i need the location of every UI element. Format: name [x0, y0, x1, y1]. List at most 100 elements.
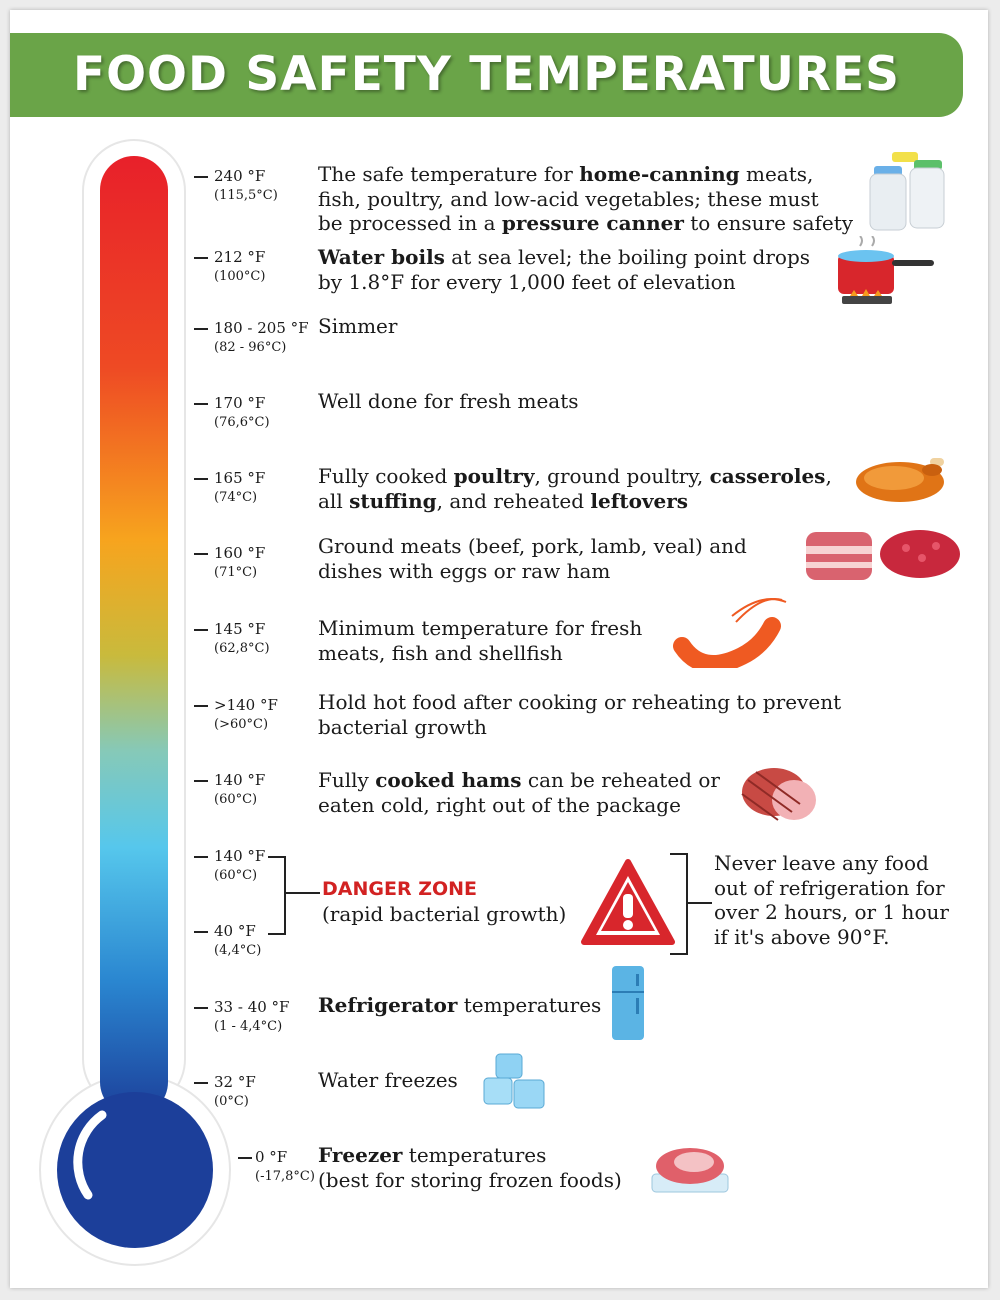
text: temperatures	[402, 1143, 547, 1167]
bold-text: leftovers	[590, 488, 689, 513]
entry-description: Simmer	[318, 314, 397, 339]
bold-text: Freezer	[318, 1143, 403, 1167]
danger-zone-subtitle: (rapid bacterial growth)	[322, 902, 567, 926]
description-line: fish, poultry, and low-acid vegetables; …	[318, 187, 853, 212]
page-title: FOOD SAFETY TEMPERATURES	[72, 47, 901, 102]
temp-label: 32 °F (0°C)	[214, 1073, 256, 1109]
text: Well done for fresh meats	[318, 389, 579, 413]
bold-text: poultry	[453, 464, 535, 488]
entry-description: Hold hot food after cooking or reheating…	[318, 690, 841, 739]
description-line: Water boils at sea level; the boiling po…	[318, 245, 810, 270]
description-line: The safe temperature for home-canning me…	[318, 162, 853, 187]
description-line: Fully cooked hams can be reheated or	[318, 768, 720, 793]
canning-jars-icon	[869, 152, 945, 231]
bold-text: pressure canner	[501, 211, 684, 235]
text: The safe temperature for	[318, 162, 580, 186]
bold-text: cooked hams	[375, 768, 522, 792]
description-line: Freezer temperatures	[318, 1143, 622, 1168]
text: Simmer	[318, 314, 398, 338]
temp-label: 145 °F (62,8°C)	[214, 620, 270, 656]
ham-icon	[741, 768, 816, 821]
bold-text: casseroles	[709, 464, 826, 488]
title-banner: FOOD SAFETY TEMPERATURES	[10, 33, 963, 117]
danger-lower-label: 40 °F (4,4°C)	[214, 922, 262, 958]
bold-text: Refrigerator	[318, 993, 458, 1017]
text: Fully cooked	[318, 464, 454, 488]
danger-zone-label: DANGER ZONE	[322, 878, 478, 900]
shrimp-icon	[673, 598, 787, 668]
text: meats, fish and shellfish	[318, 640, 563, 665]
temp-label: 240 °F (115,5°C)	[214, 167, 278, 203]
bold-text: stuffing	[349, 488, 437, 513]
description-line: be processed in a pressure canner to ens…	[318, 211, 853, 236]
text: (best for storing frozen foods)	[318, 1167, 622, 1192]
text: by 1.8°F for every 1,000 feet of elevati…	[318, 269, 736, 294]
temp-label: 180 - 205 °F (82 - 96°C)	[214, 319, 309, 355]
temp-label: 33 - 40 °F (1 - 4,4°C)	[214, 998, 290, 1034]
entry-description: Fully cooked poultry, ground poultry, ca…	[318, 464, 832, 513]
text: Ground meats (beef, pork, lamb, veal) an…	[318, 534, 747, 558]
ice-cubes-icon	[483, 1053, 545, 1109]
text: Minimum temperature for fresh	[318, 616, 643, 640]
warning-triangle-icon	[581, 859, 675, 945]
text: temperatures	[457, 993, 602, 1017]
text: can be reheated or	[521, 768, 720, 792]
temp-label: 140 °F (60°C)	[214, 771, 266, 807]
temp-label: 212 °F (100°C)	[214, 248, 266, 284]
description-line: Water freezes	[318, 1068, 458, 1093]
description-line: Hold hot food after cooking or reheating…	[318, 690, 841, 715]
entry-description: Refrigerator temperatures	[318, 993, 601, 1018]
temp-label: 0 °F (-17,8°C)	[255, 1148, 315, 1184]
thermometer-bulb	[57, 1092, 213, 1248]
entry-description: The safe temperature for home-canning me…	[318, 162, 853, 236]
danger-upper-label: 140 °F (60°C)	[214, 847, 266, 883]
text: all	[318, 488, 350, 513]
frozen-meat-icon	[651, 1148, 729, 1193]
description-line: Well done for fresh meats	[318, 389, 579, 414]
danger-bracket-right	[670, 853, 688, 955]
entry-description: Freezer temperatures (best for storing fr…	[318, 1143, 622, 1192]
danger-zone-note: Never leave any food out of refrigeratio…	[714, 851, 949, 949]
entry-description: Minimum temperature for fresh meats, fish…	[318, 616, 642, 665]
text: , ground poultry,	[534, 464, 710, 488]
entry-description: Water freezes	[318, 1068, 458, 1093]
refrigerator-icon	[612, 966, 644, 1040]
temp-label: 170 °F (76,6°C)	[214, 394, 270, 430]
temp-label: 165 °F (74°C)	[214, 469, 266, 505]
text: eaten cold, right out of the package	[318, 792, 681, 817]
text: , and reheated	[436, 488, 591, 513]
entry-description: Water boils at sea level; the boiling po…	[318, 245, 810, 294]
text: to ensure safety	[683, 211, 854, 235]
text: fish, poultry, and low-acid vegetables; …	[318, 186, 819, 211]
text: Hold hot food after cooking or reheating…	[318, 690, 842, 714]
description-line: Refrigerator temperatures	[318, 993, 601, 1018]
thermometer-tube	[100, 156, 168, 1116]
danger-bracket-left	[268, 856, 286, 935]
entry-description: Well done for fresh meats	[318, 389, 579, 414]
bold-text: home-canning	[579, 162, 740, 186]
text: Water freezes	[318, 1068, 458, 1092]
entry-description: Ground meats (beef, pork, lamb, veal) an…	[318, 534, 747, 583]
roast-turkey-icon	[856, 458, 944, 502]
text: bacterial growth	[318, 714, 487, 739]
text: dishes with eggs or raw ham	[318, 558, 611, 583]
ground-meat-icon	[806, 530, 960, 580]
text: ,	[825, 464, 832, 488]
description-line: Simmer	[318, 314, 397, 339]
boiling-pot-icon	[838, 236, 934, 304]
text: Fully	[318, 768, 376, 792]
temp-label: >140 °F (>60°C)	[214, 696, 278, 732]
temp-label: 160 °F (71°C)	[214, 544, 266, 580]
text: meats,	[739, 162, 814, 186]
text: at sea level; the boiling point drops	[444, 245, 811, 269]
entry-description: Fully cooked hams can be reheated or eate…	[318, 768, 720, 817]
description-line: by 1.8°F for every 1,000 feet of elevati…	[318, 270, 810, 295]
description-line: all stuffing, and reheated leftovers	[318, 489, 832, 514]
bold-text: Water boils	[318, 245, 445, 269]
description-line: bacterial growth	[318, 715, 841, 740]
description-line: Ground meats (beef, pork, lamb, veal) an…	[318, 534, 747, 559]
description-line: Fully cooked poultry, ground poultry, ca…	[318, 464, 832, 489]
text: be processed in a	[318, 211, 502, 235]
description-line: dishes with eggs or raw ham	[318, 559, 747, 584]
